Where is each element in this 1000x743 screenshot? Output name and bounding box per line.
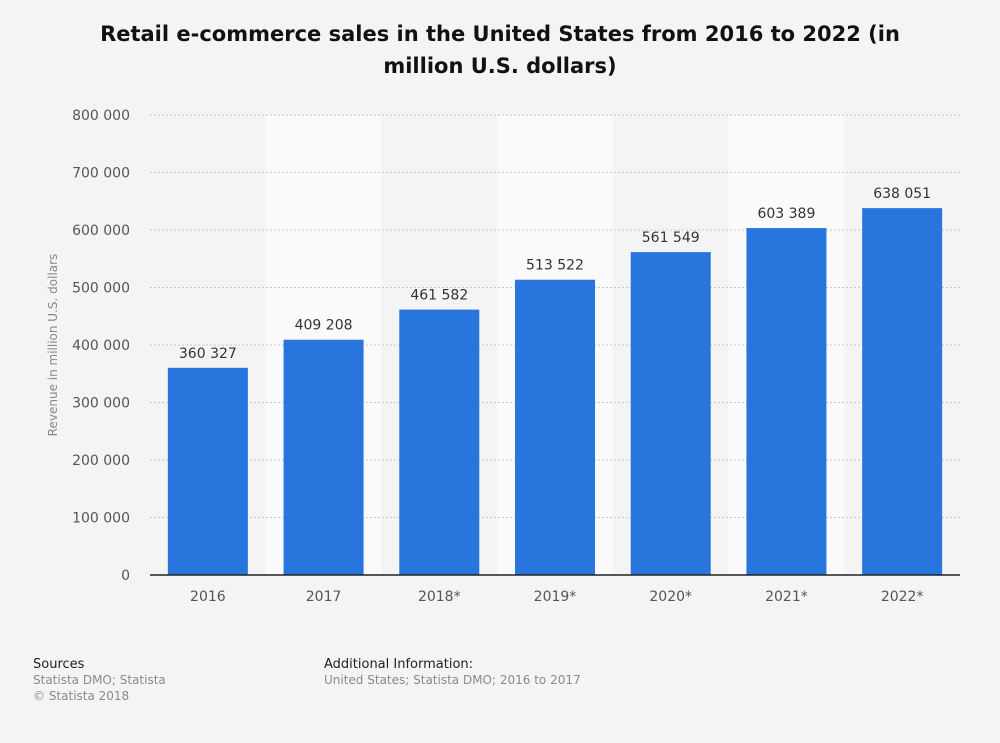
y-tick-label: 300 000 [72,396,130,412]
y-tick-label: 400 000 [72,338,130,354]
bar [746,228,827,575]
x-tick-label: 2018* [418,589,461,605]
y-tick-label: 100 000 [72,511,130,527]
additional-info-heading: Additional Information: [324,657,474,672]
bar-value-label: 638 051 [873,186,931,202]
bars [167,208,943,576]
x-tick-label: 2021* [765,589,808,605]
y-tick-label: 500 000 [72,281,130,297]
y-tick-label: 700 000 [72,166,130,182]
y-tick-label: 0 [121,568,130,584]
additional-info-block: Additional Information: United States; S… [324,657,581,688]
bar [167,367,248,575]
bar [515,279,595,575]
bar-value-label: 603 389 [757,206,815,222]
chart-title: Retail e-commerce sales in the United St… [100,22,900,78]
x-tick-label: 2016 [190,589,226,605]
additional-info-line: United States; Statista DMO; 2016 to 201… [324,673,581,687]
bar-value-label: 513 522 [526,258,584,274]
bar [862,208,943,576]
bar-value-labels: 360 327 409 208 461 582 513 522 561 549 603 3… [179,186,931,362]
bar [283,339,364,575]
bar-value-label: 561 549 [642,230,700,246]
y-axis-label: Revenue in million U.S. dollars [46,254,60,437]
x-tick-label: 2017 [306,589,342,605]
y-tick-label: 600 000 [72,223,130,239]
y-axis-ticks: 0 100 000 200 000 300 000 400 000 500 000 600 … [72,108,130,584]
sources-heading: Sources [33,657,85,672]
x-axis-ticks: 2016 2017 2018* 2019* 2020* 2021* 2022* [190,589,923,605]
copyright-line: © Statista 2018 [33,689,130,703]
bar [630,252,711,576]
y-tick-label: 200 000 [72,453,130,469]
bar-value-label: 461 582 [410,288,468,304]
bar-value-label: 360 327 [179,346,237,362]
y-tick-label: 800 000 [72,108,130,124]
x-tick-label: 2022* [881,589,924,605]
sources-block: Sources Statista DMO; Statista © Statist… [33,657,166,704]
sources-line: Statista DMO; Statista [33,673,166,687]
x-tick-label: 2019* [534,589,577,605]
x-tick-label: 2020* [649,589,692,605]
bar-value-label: 409 208 [295,318,353,334]
bar [399,309,480,575]
